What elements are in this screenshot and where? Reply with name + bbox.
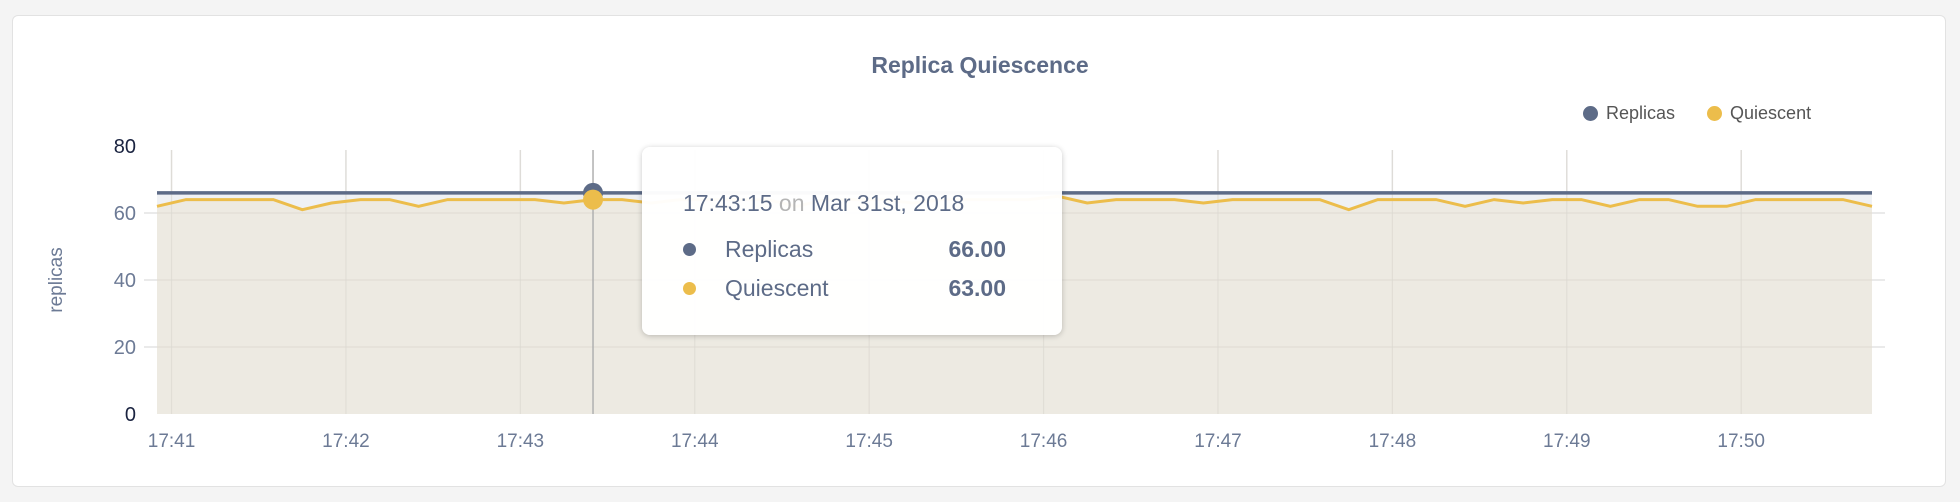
legend-label: Replicas (1606, 103, 1676, 123)
tooltip-row-replicas: Replicas 66.00 (683, 236, 1006, 263)
y-tick-label: 80 (114, 136, 136, 158)
tooltip-timestamp: 17:43:15 on Mar 31st, 2018 (683, 190, 964, 217)
x-tick-label: 17:46 (1020, 431, 1068, 452)
tooltip-on: on (778, 190, 805, 216)
y-tick-label: 60 (114, 203, 136, 225)
quiescent-dot-icon (1707, 106, 1723, 121)
tooltip-label: Replicas (725, 236, 814, 262)
x-tick-label: 17:42 (322, 431, 370, 452)
legend: Replicas Quiescent (1583, 103, 1811, 124)
tooltip-time: 17:43:15 (683, 190, 773, 216)
legend-item-quiescent[interactable]: Quiescent (1707, 103, 1811, 124)
tooltip-row-quiescent: Quiescent 63.00 (683, 275, 1006, 302)
replicas-dot-icon (683, 243, 696, 256)
quiescent-hover-point (583, 189, 604, 210)
tooltip-label: Quiescent (725, 275, 829, 301)
legend-item-replicas[interactable]: Replicas (1583, 103, 1675, 124)
replicas-dot-icon (1583, 106, 1598, 121)
x-tick-label: 17:47 (1194, 431, 1242, 452)
x-tick-label: 17:41 (148, 431, 196, 452)
y-tick-label: 20 (114, 337, 136, 359)
y-tick-label: 40 (114, 270, 136, 292)
tooltip-value: 66.00 (948, 236, 1006, 262)
legend-label: Quiescent (1730, 103, 1812, 123)
tooltip-date: Mar 31st, 2018 (810, 190, 965, 216)
tooltip-value: 63.00 (948, 275, 1006, 301)
quiescent-dot-icon (683, 282, 696, 295)
x-tick-label: 17:50 (1717, 431, 1765, 452)
x-tick-label: 17:45 (845, 431, 893, 452)
x-tick-label: 17:44 (671, 431, 719, 452)
tooltip: 17:43:15 on Mar 31st, 2018 Replicas 66.0… (642, 147, 1062, 335)
y-axis-label: replicas (46, 247, 67, 312)
y-tick-label: 0 (125, 404, 136, 426)
x-tick-label: 17:43 (497, 431, 545, 452)
chart-title: Replica Quiescence (871, 52, 1089, 78)
x-tick-label: 17:48 (1369, 431, 1417, 452)
x-tick-label: 17:49 (1543, 431, 1591, 452)
